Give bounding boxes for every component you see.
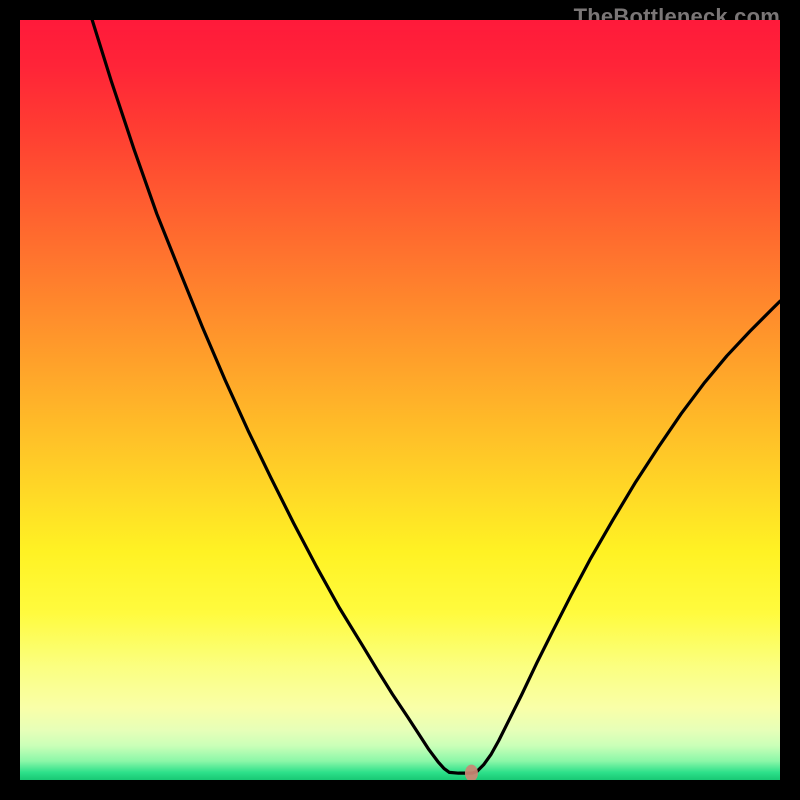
chart-svg [20,20,780,780]
chart-frame: TheBottleneck.com [0,0,800,800]
plot-area [20,20,780,780]
chart-background [20,20,780,780]
